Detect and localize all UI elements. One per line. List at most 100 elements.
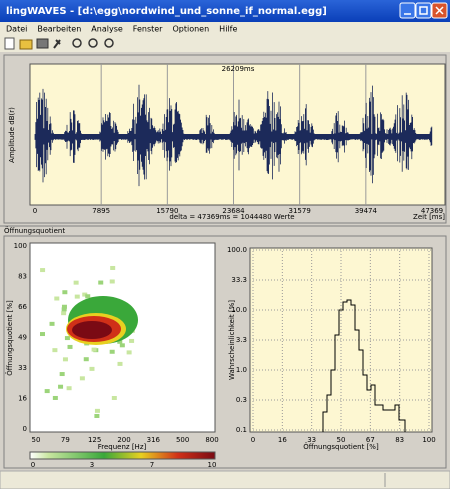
heat-cell: [89, 366, 95, 371]
heat-cell: [73, 280, 79, 285]
minimize-button[interactable]: [399, 2, 416, 19]
window-title: lingWAVES - [d:\egg\nordwind_und_sonne_i…: [6, 6, 327, 17]
x-tick-label: 316: [147, 436, 161, 444]
y-tick-label: 49: [18, 334, 27, 342]
colorbar: [29, 451, 216, 460]
heat-cell: [67, 344, 73, 349]
delta-info: delta = 47369ms = 1044480 Werte: [169, 213, 294, 221]
x-tick-label: 0: [33, 207, 37, 215]
heat-cell: [40, 332, 46, 337]
menu-item[interactable]: Datei: [6, 25, 27, 34]
cursor-time: 26209ms: [222, 65, 255, 73]
x-tick-label: 50: [337, 436, 346, 444]
heat-cell: [82, 292, 88, 297]
colorbar-tick-label: 3: [90, 461, 94, 469]
y-tick-label: 16: [18, 395, 27, 403]
y-tick-label: 3.3: [236, 336, 247, 344]
colorbar-tick-label: 0: [31, 461, 35, 469]
x-tick-label: 0: [251, 436, 255, 444]
y-tick-label: 0: [23, 425, 27, 433]
x-tick-label: 15790: [156, 207, 178, 215]
x-tick-label: 100: [422, 436, 435, 444]
x-tick-label: 83: [395, 436, 404, 444]
heat-cell: [59, 372, 65, 377]
y-axis-label: Amplitude dB(r): [8, 107, 16, 163]
zoom-in-icon[interactable]: [72, 38, 82, 48]
section-label: Öffnungsquotient: [4, 226, 65, 235]
menu-item[interactable]: Hilfe: [219, 25, 237, 34]
x-tick-label: 31579: [289, 207, 311, 215]
zoom-out-icon[interactable]: [88, 38, 98, 48]
y-tick-label: 33.3: [231, 276, 247, 284]
histogram-x-label: Öffnungsquotient [%]: [303, 442, 379, 451]
toolbar-icons[interactable]: [4, 37, 114, 50]
x-tick-label: 800: [205, 436, 218, 444]
x-tick-label: 200: [117, 436, 130, 444]
heat-cell: [126, 350, 132, 355]
heat-cell: [49, 321, 55, 326]
heat-cell: [94, 413, 100, 418]
heat-cell: [91, 347, 97, 352]
y-tick-label: 0.1: [236, 426, 247, 434]
heat-cell: [61, 304, 67, 309]
heat-cell: [52, 395, 58, 400]
x-tick-label: 47369: [421, 207, 443, 215]
status-bar: [0, 470, 450, 489]
heat-cell: [117, 339, 123, 344]
heat-cell: [74, 294, 80, 299]
x-tick-label: 33: [307, 436, 316, 444]
x-tick-label: 39474: [355, 207, 378, 215]
x-axis-label: Zeit [ms]: [413, 213, 445, 221]
heat-cell: [79, 376, 85, 381]
zoom-fit-icon[interactable]: [104, 38, 114, 48]
menu-item[interactable]: Bearbeiten: [37, 25, 81, 34]
heat-cell: [61, 307, 67, 312]
menu-bar: [0, 22, 450, 35]
heat-cell: [111, 396, 117, 401]
x-tick-label: 23684: [222, 207, 245, 215]
new-icon[interactable]: [4, 37, 15, 50]
y-tick-label: 66: [18, 303, 27, 311]
window-buttons[interactable]: [399, 2, 448, 19]
x-tick-label: 125: [88, 436, 101, 444]
y-tick-label: 100.0: [227, 246, 247, 254]
x-tick-label: 7895: [92, 207, 110, 215]
maximize-button[interactable]: [415, 2, 432, 19]
heat-cell: [117, 361, 123, 366]
x-tick-label: 67: [366, 436, 375, 444]
title-bar: [0, 0, 450, 22]
heat-cell: [94, 408, 100, 413]
heatmap-y-label: Öffnungsquotient [%]: [5, 300, 14, 376]
heat-cell: [119, 343, 125, 348]
tool-icon[interactable]: [53, 39, 61, 49]
x-tick-label: 16: [278, 436, 287, 444]
y-tick-label: 33: [18, 364, 27, 372]
heat-cell: [62, 290, 68, 295]
x-tick-label: 50: [32, 436, 41, 444]
menu-item[interactable]: Fenster: [133, 25, 163, 34]
heat-cell: [61, 311, 67, 316]
x-tick-label: 79: [61, 436, 70, 444]
open-icon[interactable]: [19, 39, 33, 50]
y-tick-label: 10.0: [231, 306, 247, 314]
heat-cell: [44, 389, 50, 394]
heat-cell: [64, 336, 70, 341]
heat-cell: [62, 357, 68, 362]
menu-item[interactable]: Analyse: [91, 25, 123, 34]
heat-cell: [58, 384, 64, 389]
heat-cell: [109, 349, 115, 354]
heat-cell: [85, 294, 91, 299]
heat-cell: [98, 280, 104, 285]
colorbar-tick-label: 7: [150, 461, 154, 469]
y-tick-label: 1.0: [236, 366, 247, 374]
y-tick-label: 83: [18, 273, 27, 281]
heat-region: [72, 321, 112, 339]
histogram-y-label: Wahrscheinlichkeit [%]: [228, 300, 236, 380]
toolbar: [0, 35, 450, 52]
menu-item[interactable]: Optionen: [172, 25, 209, 34]
print-icon[interactable]: [36, 38, 49, 49]
heat-cell: [66, 386, 72, 391]
